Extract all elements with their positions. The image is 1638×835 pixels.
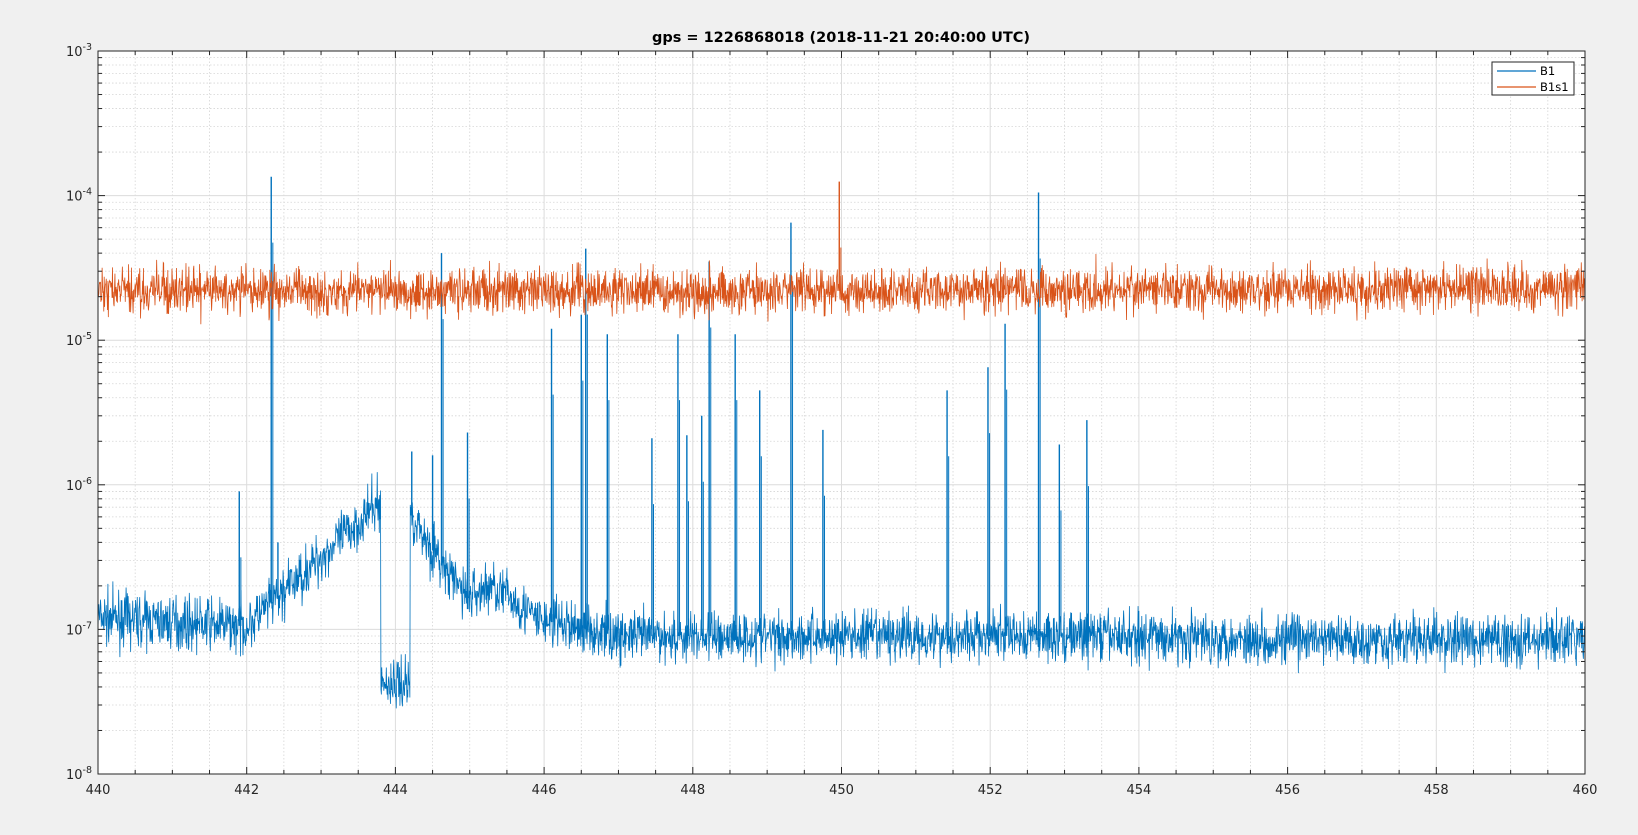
x-tick-label: 448 bbox=[680, 783, 705, 798]
x-tick-label: 446 bbox=[532, 783, 557, 798]
chart-title: gps = 1226868018 (2018-11-21 20:40:00 UT… bbox=[652, 30, 1030, 46]
y-tick-label: 10-7 bbox=[66, 620, 92, 638]
x-tick-label: 460 bbox=[1573, 783, 1598, 798]
legend-label: B1 bbox=[1540, 64, 1555, 78]
x-tick-label: 442 bbox=[234, 783, 259, 798]
x-tick-label: 450 bbox=[829, 783, 854, 798]
x-tick-label: 444 bbox=[383, 783, 408, 798]
y-tick-label: 10-3 bbox=[66, 42, 92, 60]
tick-marks bbox=[97, 50, 1586, 775]
y-tick-labels: 10-8 10-7 10-6 10-5 10-4 10-3 bbox=[66, 42, 92, 783]
x-tick-labels: 440 442 444 446 448 450 452 454 456 458 460 bbox=[86, 783, 1598, 798]
x-tick-label: 456 bbox=[1275, 783, 1300, 798]
legend-label: B1s1 bbox=[1540, 80, 1569, 94]
y-tick-label: 10-6 bbox=[66, 476, 92, 494]
series-layer bbox=[97, 176, 1586, 709]
series-b1 bbox=[97, 176, 1586, 709]
series-line bbox=[97, 254, 1586, 325]
series-line bbox=[97, 472, 1586, 709]
x-tick-label: 458 bbox=[1424, 783, 1449, 798]
legend: B1 B1s1 bbox=[1491, 61, 1575, 96]
series-b1s1 bbox=[97, 181, 1586, 325]
y-tick-label: 10-4 bbox=[66, 187, 92, 205]
y-tick-label: 10-5 bbox=[66, 331, 92, 349]
x-tick-label: 452 bbox=[978, 783, 1003, 798]
x-tick-label: 454 bbox=[1126, 783, 1151, 798]
legend-box bbox=[1491, 61, 1575, 96]
y-tick-label: 10-8 bbox=[66, 765, 92, 783]
x-tick-label: 440 bbox=[86, 783, 111, 798]
